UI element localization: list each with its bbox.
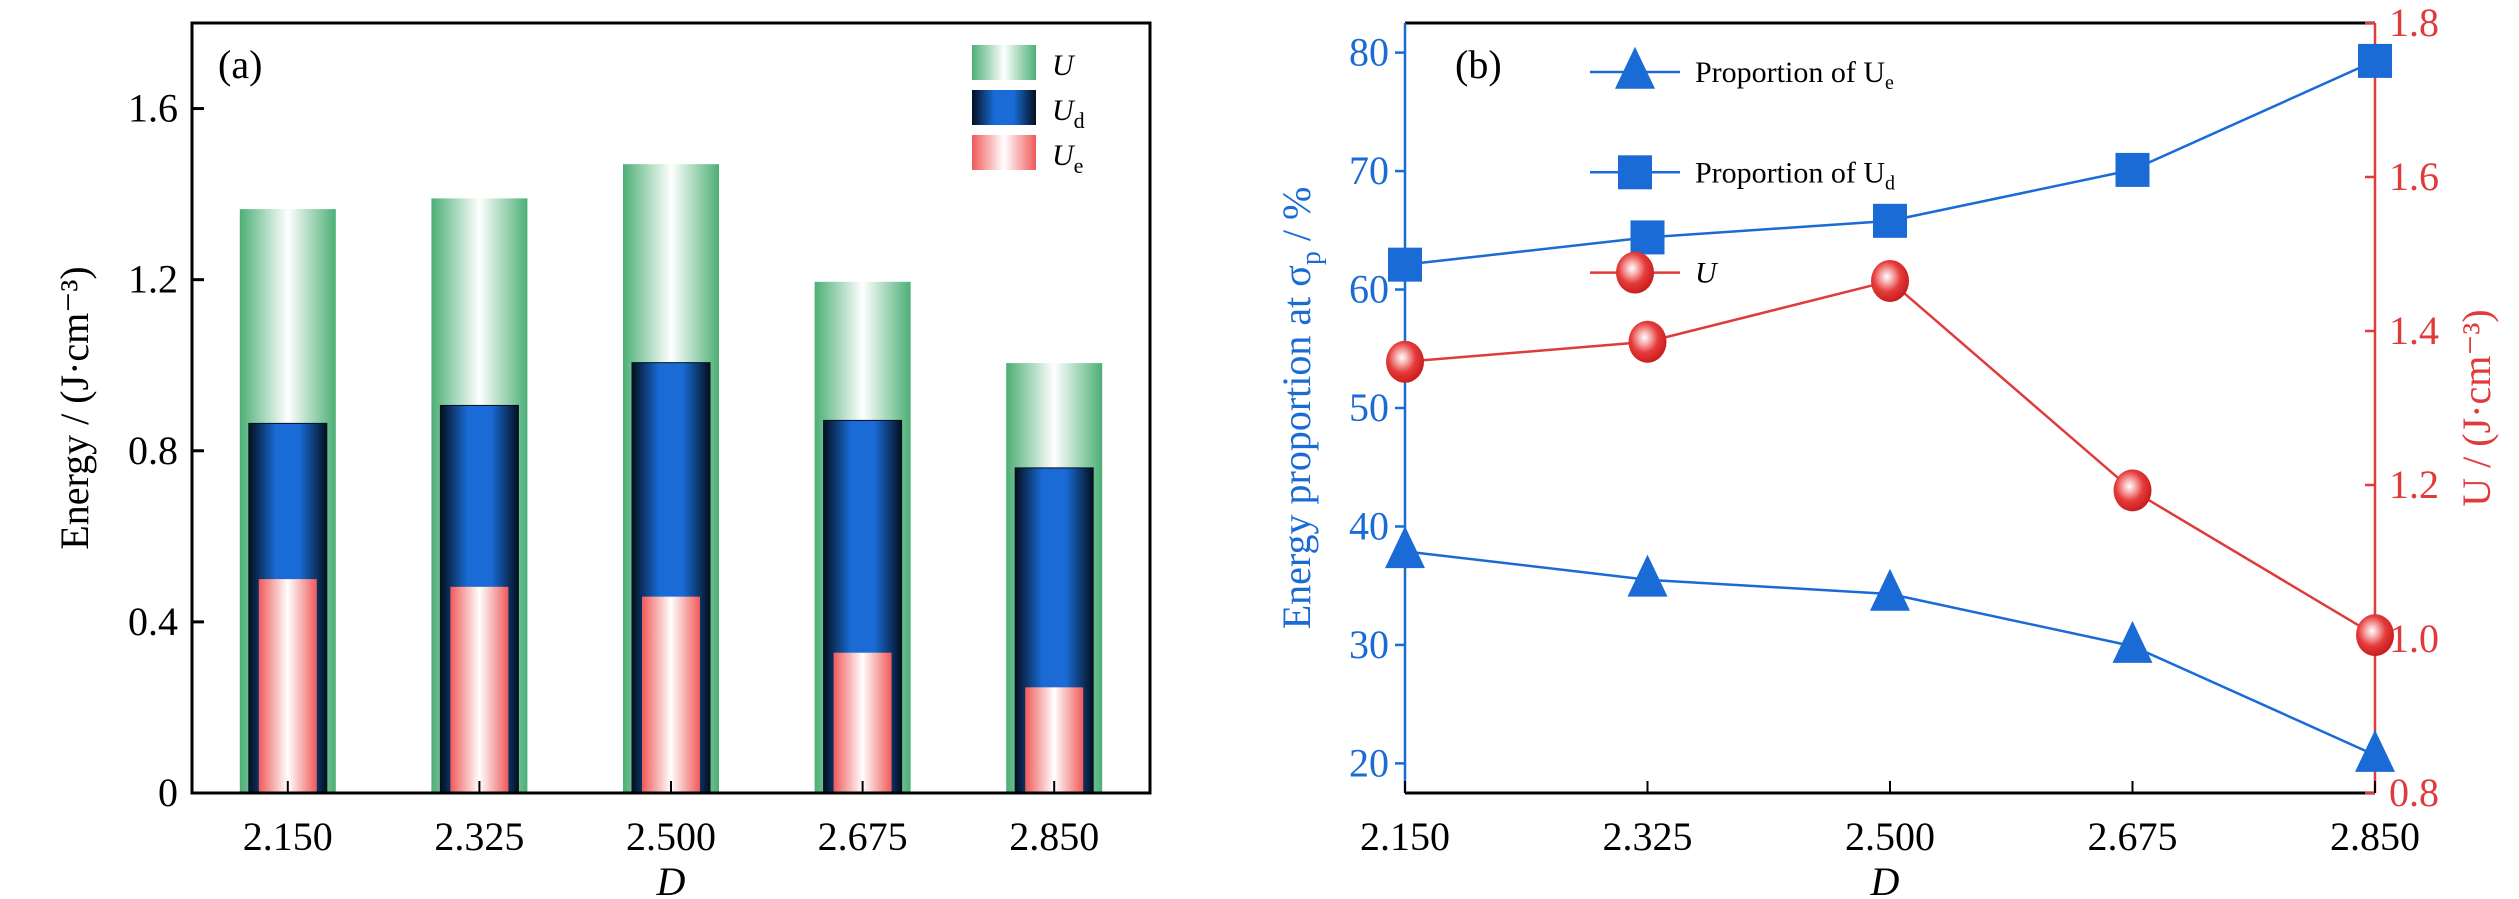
point-circle-2.325: [1628, 320, 1667, 363]
left-y-label-tail: / %: [1274, 187, 1319, 251]
x-tick-label: 2.675: [2088, 814, 2178, 859]
x-tick-label: 2.850: [2330, 814, 2420, 859]
point-triangle-2.500: [1870, 568, 1910, 611]
legend-swatch-ud: [972, 90, 1036, 125]
legend-label-ue: Ue: [1052, 139, 1083, 178]
right-y-tick-label: 1.8: [2389, 0, 2439, 45]
legend-label-main: U: [1052, 94, 1076, 127]
point-square-2.850: [2358, 43, 2392, 78]
legend-label-sub: d: [1885, 172, 1895, 194]
left-y-tick-label: 50: [1349, 385, 1389, 430]
y-tick-label: 1.2: [128, 257, 178, 302]
panel-b-x-axis-label: D: [1870, 859, 1900, 899]
x-tick-label: 2.850: [1009, 814, 1099, 859]
legend-marker-circle: [1616, 251, 1654, 294]
y-tick-label: 1.6: [128, 86, 178, 131]
panel-b-x-ticks: 2.150 2.325 2.500 2.675 2.850: [1360, 781, 2420, 859]
x-tick-label: 2.500: [1845, 814, 1935, 859]
right-y-tick-label: 0.8: [2389, 770, 2439, 815]
right-y-tick-label: 1.0: [2389, 616, 2439, 661]
x-tick-label: 2.325: [1603, 814, 1693, 859]
sphere-marker-body: [1628, 320, 1667, 363]
panel-b-right-y-axis-label: U / (J·cm⁻³): [2454, 309, 2499, 507]
legend-swatch-ue: [972, 135, 1036, 170]
panel-b-left-y-axis-label: Energy proportion at σp / %: [1274, 187, 1327, 630]
panel-b-label: (b): [1455, 42, 1502, 87]
left-y-tick-label: 30: [1349, 622, 1389, 667]
panel-b-right-y-ticks: 0.8 1.0 1.2 1.4 1.6 1.8: [2365, 0, 2439, 815]
panel-a-bars: [239, 164, 1103, 794]
legend-label-main: U: [1695, 257, 1719, 290]
sphere-marker-body: [1386, 340, 1424, 383]
panel-a: 00.40.81.21.6 2.150 2.325 2.500 2.675 2.850 …: [52, 21, 1152, 899]
legend-label-circle: U: [1695, 257, 1719, 290]
panel-a-x-ticks: 2.150 2.325 2.500 2.675 2.850: [243, 781, 1099, 859]
legend-marker-triangle: [1615, 46, 1655, 89]
point-triangle-2.675: [2112, 620, 2153, 663]
legend-label-main: U: [1052, 139, 1076, 172]
right-y-tick-label: 1.2: [2389, 462, 2439, 507]
left-y-tick-label: 80: [1349, 30, 1389, 75]
x-tick-label: 2.675: [818, 814, 908, 859]
legend-label-sub: e: [1074, 153, 1084, 178]
panel-a-y-ticks: 0 0.4 0.8 1.2 1.6: [128, 86, 204, 815]
left-y-tick-label: 60: [1349, 267, 1389, 312]
left-y-label-main: Energy proportion at σ: [1274, 265, 1319, 629]
panel-b-left-y-ticks: 20 30 40 50 60 70 80: [1349, 30, 1405, 785]
point-circle-2.500: [1871, 259, 1909, 302]
x-tick-label: 2.150: [1360, 814, 1450, 859]
legend-label-sub: e: [1885, 72, 1894, 94]
y-tick-label: 0.8: [128, 428, 178, 473]
panel-a-y-axis-label: Energy / (J·cm⁻³): [52, 266, 97, 549]
sphere-marker-body: [2356, 614, 2394, 657]
legend-marker-square: [1618, 155, 1652, 190]
right-y-tick-label: 1.4: [2389, 308, 2439, 353]
point-triangle-2.150: [1385, 526, 1425, 569]
point-square-2.500: [1873, 203, 1907, 238]
x-tick-label: 2.325: [434, 814, 524, 859]
y-tick-label: 0: [158, 770, 178, 815]
x-tick-label: 2.500: [626, 814, 716, 859]
point-triangle-2.325: [1627, 554, 1668, 597]
legend-label-square: Proportion of Ud: [1695, 156, 1895, 194]
point-triangle-2.850: [2355, 729, 2395, 772]
right-y-tick-label: 1.6: [2389, 154, 2439, 199]
bar-ue-2.850: [1025, 687, 1084, 793]
point-square-2.675: [2115, 152, 2150, 187]
sphere-marker-body: [1616, 251, 1654, 294]
sphere-marker-body: [1871, 259, 1909, 302]
bar-ue-2.325: [450, 586, 509, 793]
bar-ue-2.500: [642, 596, 700, 793]
legend-label-triangle: Proportion of Ue: [1695, 56, 1894, 94]
left-y-tick-label: 40: [1349, 503, 1389, 548]
left-y-tick-label: 70: [1349, 148, 1389, 193]
legend-label-main: Proportion of U: [1695, 56, 1885, 89]
legend-label-ud: Ud: [1052, 94, 1085, 133]
point-square-2.325: [1630, 220, 1665, 255]
y-tick-label: 0.4: [128, 599, 178, 644]
legend-swatch-u: [972, 45, 1036, 80]
legend-label-main: Proportion of U: [1695, 156, 1885, 189]
bar-ue-2.150: [258, 579, 317, 793]
panel-b-series: [1385, 43, 2395, 772]
sphere-marker-body: [2113, 469, 2152, 512]
point-circle-2.675: [2113, 469, 2152, 512]
legend-label-u: U: [1052, 49, 1076, 82]
left-y-label-sub: p: [1296, 251, 1327, 265]
bar-ue-2.675: [833, 652, 892, 793]
panel-a-label: (a): [218, 42, 262, 87]
left-y-tick-label: 20: [1349, 740, 1389, 785]
x-tick-label: 2.150: [243, 814, 333, 859]
point-circle-2.850: [2356, 614, 2394, 657]
panel-a-x-axis-label: D: [656, 859, 686, 899]
legend-label-sub: d: [1074, 108, 1085, 133]
point-circle-2.150: [1386, 340, 1424, 383]
point-square-2.150: [1388, 247, 1422, 282]
legend-label-main: U: [1052, 49, 1076, 82]
